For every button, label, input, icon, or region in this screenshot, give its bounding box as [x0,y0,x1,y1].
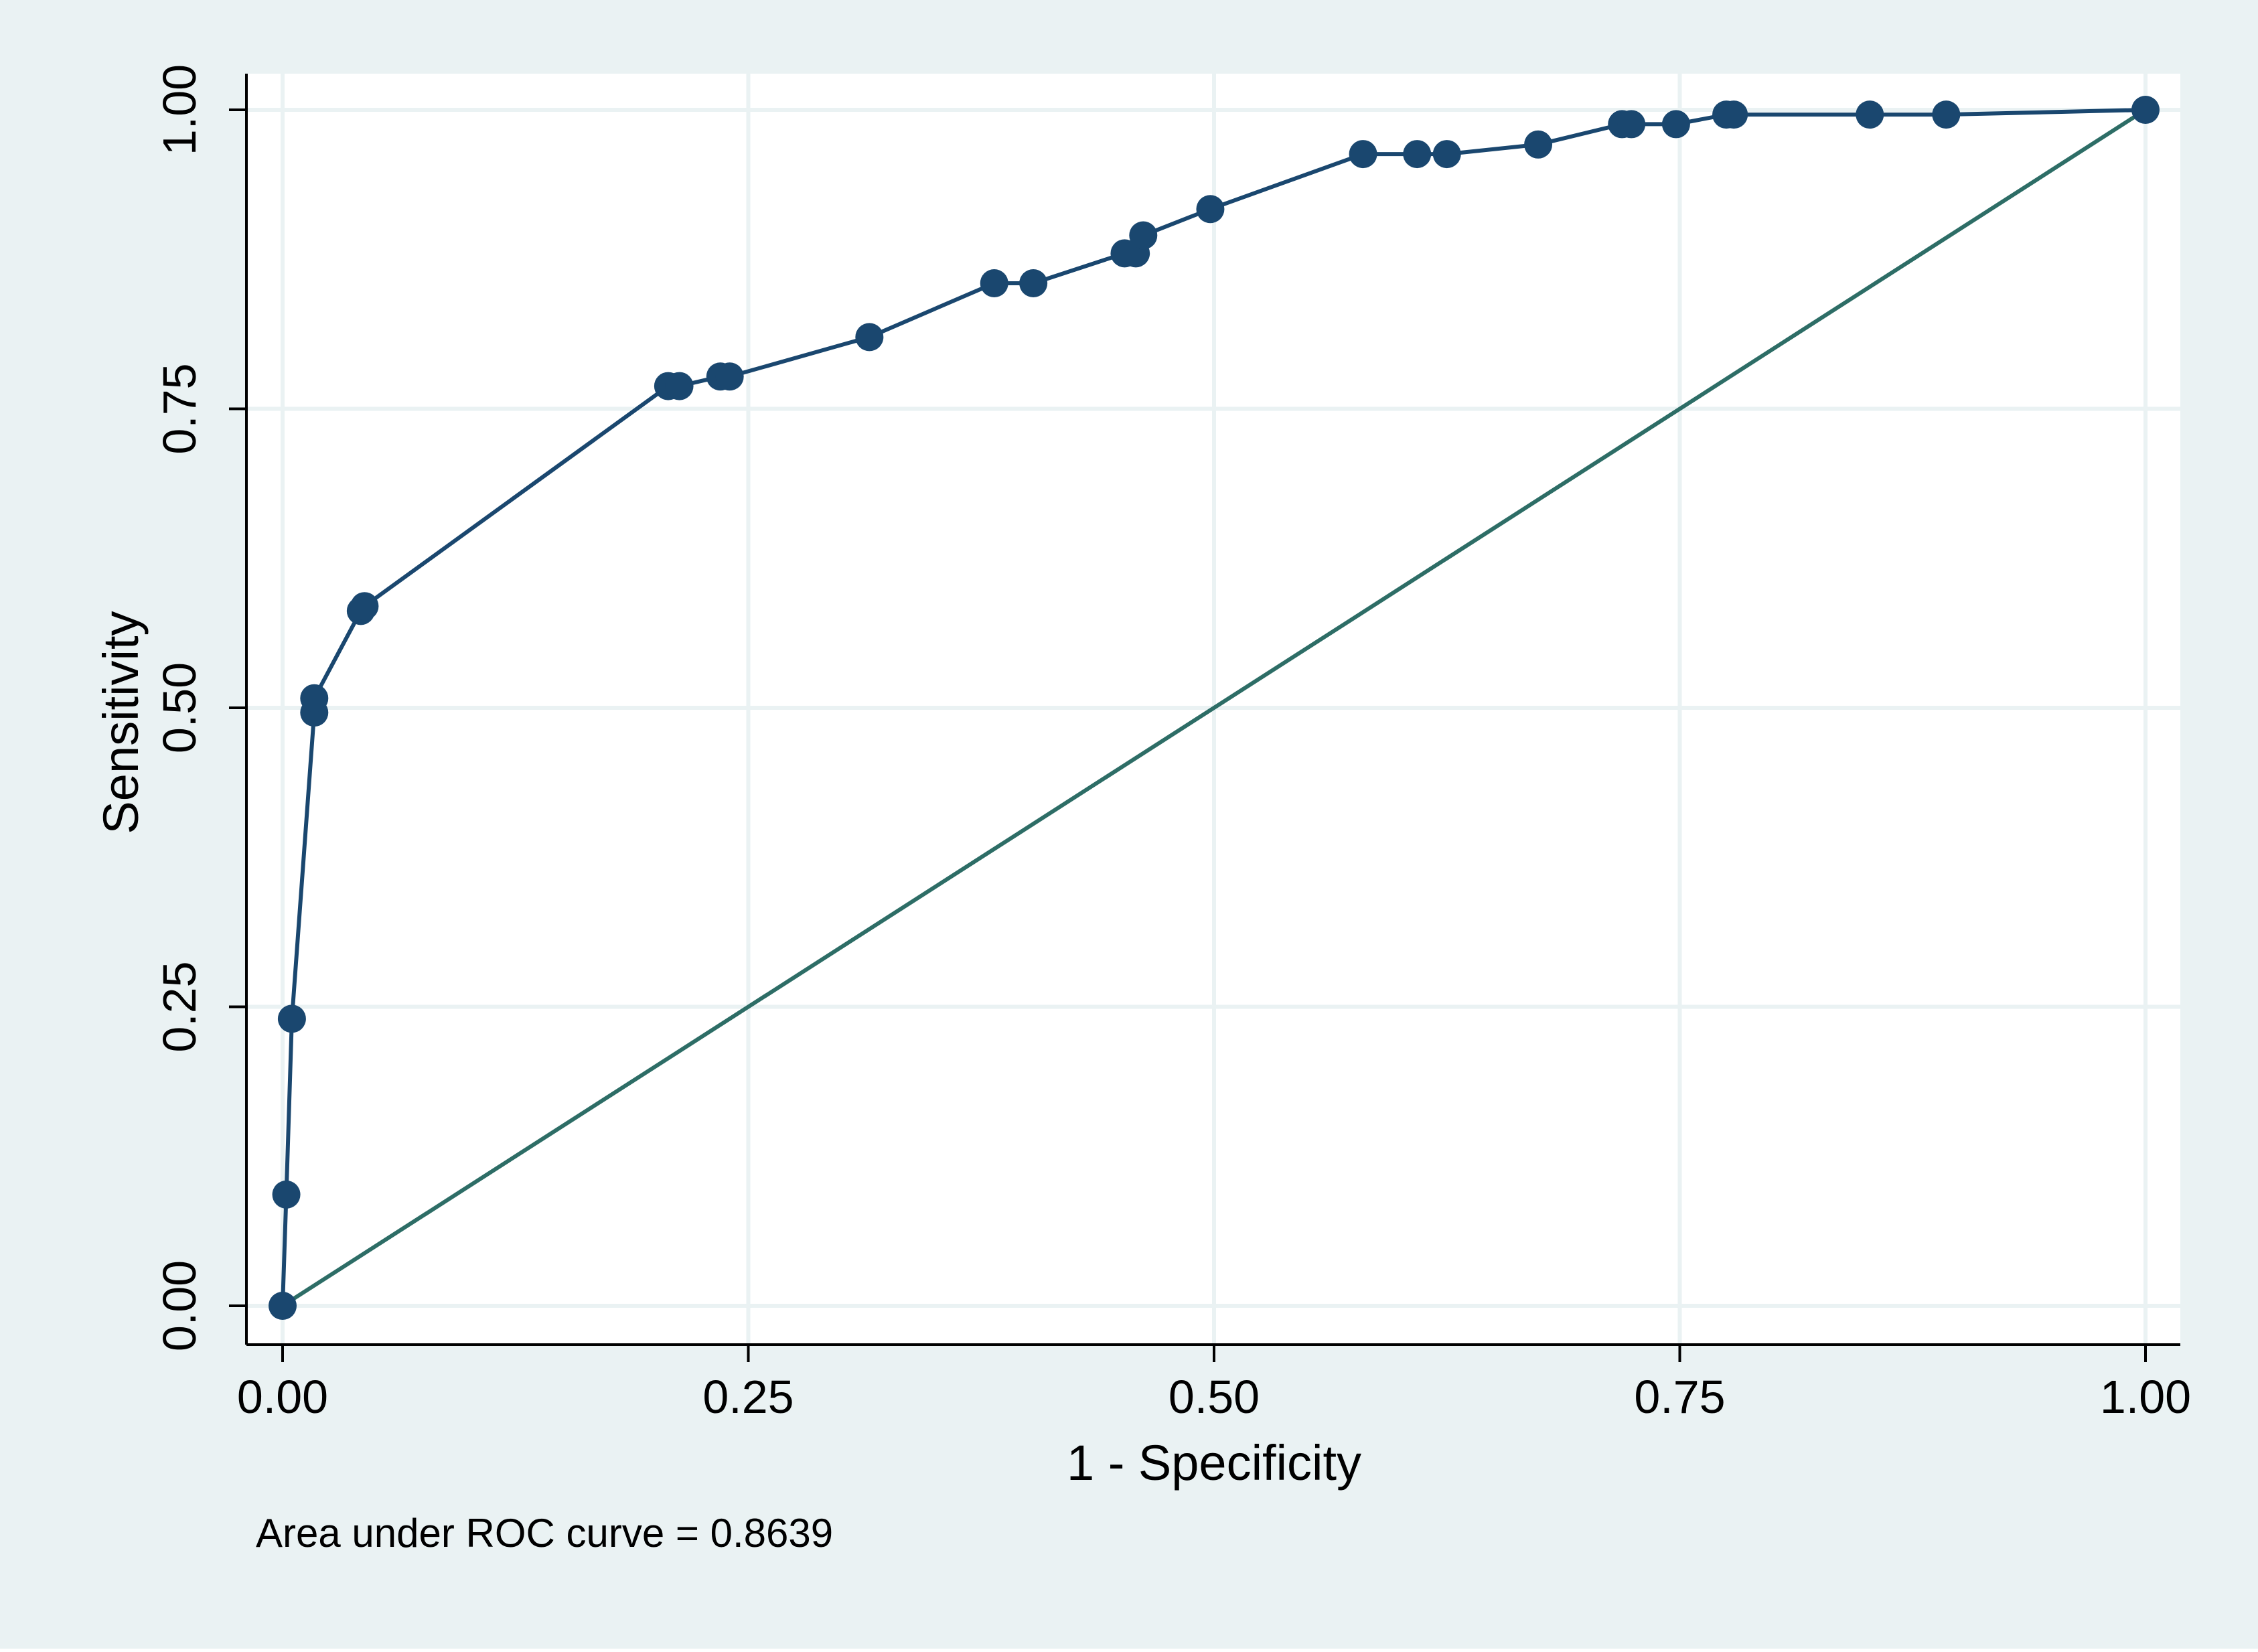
roc-point-27 [1856,100,1884,129]
roc-point-29 [2131,96,2160,124]
roc-point-10 [715,362,744,391]
auc-annotation: Area under ROC curve = 0.8639 [256,1511,833,1556]
roc-point-13 [1019,269,1048,297]
x-tick-label-0: 0.00 [237,1371,328,1423]
y-tick-label-1: 0.25 [153,961,206,1052]
roc-point-4 [300,684,329,712]
x-tick-label-3: 0.75 [1634,1371,1725,1423]
x-tick-label-4: 1.00 [2100,1371,2191,1423]
y-tick-label-4: 1.00 [153,64,206,155]
y-tick-label-3: 0.75 [153,363,206,454]
roc-point-23 [1617,110,1646,139]
roc-point-18 [1349,140,1377,169]
reference-line [281,108,2147,1308]
series-layer [269,96,2160,1320]
x-tick-label-1: 0.25 [702,1371,794,1423]
roc-point-2 [277,1004,306,1033]
roc-point-21 [1524,130,1553,159]
roc-point-16 [1129,221,1158,250]
y-tick-label-2: 0.50 [153,662,206,753]
roc-point-6 [350,592,379,621]
roc-point-19 [1403,140,1432,169]
roc-point-1 [272,1180,301,1209]
tick-layer: 0.00 0.00 0.25 0.25 0.50 0.50 0.75 0.75 1.00 1.00 [153,64,2191,1423]
roc-point-17 [1196,195,1225,224]
y-axis-title: Sensitivity [93,611,149,834]
y-tick-label-0: 0.00 [153,1260,206,1351]
roc-point-12 [980,269,1008,297]
roc-point-26 [1720,100,1748,129]
roc-point-11 [855,323,884,352]
x-tick-label-2: 0.50 [1169,1371,1260,1423]
roc-point-20 [1432,140,1461,169]
roc-point-0 [269,1292,297,1320]
x-axis-title: 1 - Specificity [1067,1435,1361,1491]
roc-point-24 [1661,110,1690,139]
roc-point-8 [665,372,694,400]
roc-point-28 [1932,100,1961,129]
